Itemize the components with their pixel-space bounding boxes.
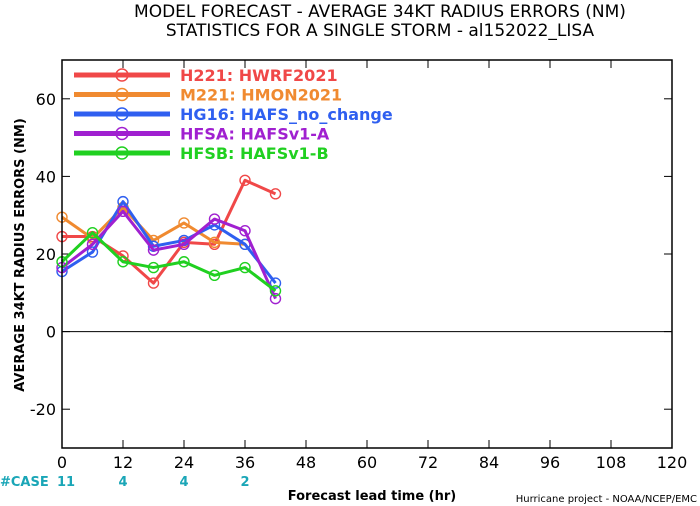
data-point	[239, 174, 251, 186]
y-tick-label: 20	[36, 245, 56, 264]
data-point	[178, 238, 190, 251]
legend-marker	[115, 68, 129, 82]
legend-label: HFSB: HAFSv1-B	[180, 144, 329, 163]
data-point	[208, 213, 221, 225]
x-tick-labels: 0 12 24 36 48 60 72 84 96 108 120	[57, 453, 687, 472]
legend-marker	[115, 126, 129, 141]
data-point	[269, 285, 282, 297]
data-point	[117, 256, 129, 268]
credit-text: Hurricane project - NOAA/NCEP/EMC	[516, 494, 697, 505]
case-count: 2	[240, 475, 249, 490]
x-tick-label: 96	[540, 453, 560, 472]
data-point	[117, 205, 129, 218]
y-tick-label: 0	[46, 323, 56, 342]
legend-label: H221: HWRF2021	[180, 66, 338, 85]
x-tick-label: 24	[174, 453, 194, 472]
x-tick-label: 48	[296, 453, 316, 472]
case-count: 4	[118, 475, 127, 490]
data-point	[86, 246, 99, 258]
chart-subtitle: STATISTICS FOR A SINGLE STORM - al152022…	[166, 21, 595, 41]
legend-label: M221: HMON2021	[180, 86, 342, 105]
legend-marker	[115, 107, 129, 121]
data-point	[86, 238, 99, 251]
series-line	[61, 209, 277, 300]
legend-marker	[115, 146, 129, 160]
data-point	[147, 277, 160, 289]
x-tick-label: 108	[596, 453, 627, 472]
x-tick-label: 120	[657, 453, 688, 472]
legend-entry: H221: HWRF2021	[74, 66, 338, 85]
case-count: 11	[57, 475, 75, 490]
case-label: #CASE	[0, 475, 49, 490]
series-group	[56, 174, 282, 305]
legend-entry: HG16: HAFS_no_change	[74, 105, 393, 124]
x-tick-label: 0	[57, 453, 67, 472]
legend-entry: HFSA: HAFSv1-A	[74, 125, 330, 144]
legend-label: HFSA: HAFSv1-A	[180, 125, 330, 144]
x-tick-label: 84	[479, 453, 499, 472]
case-count: 4	[179, 475, 188, 490]
legend-label: HG16: HAFS_no_change	[180, 105, 393, 124]
series-4	[56, 226, 282, 297]
plot-frame	[61, 59, 673, 449]
data-point	[208, 236, 221, 249]
legend-marker	[115, 87, 129, 102]
data-point	[269, 188, 282, 200]
x-tick-label: 36	[235, 453, 255, 472]
data-point	[239, 225, 251, 237]
x-tick-label: 72	[418, 453, 438, 472]
data-point	[269, 292, 282, 305]
x-tick-label: 12	[113, 453, 133, 472]
y-tick-label: -20	[30, 400, 56, 419]
data-point	[269, 277, 282, 289]
y-tick-label: 60	[36, 90, 56, 109]
data-point	[208, 269, 221, 282]
series-line	[61, 205, 246, 246]
data-point	[239, 261, 251, 274]
data-point	[178, 256, 190, 268]
case-counts: #CASE 11 4 4 2	[0, 475, 250, 490]
legend-entry: M221: HMON2021	[74, 86, 342, 105]
x-tick-label: 60	[357, 453, 377, 472]
data-point	[178, 217, 190, 229]
data-point	[86, 226, 99, 239]
series-1	[56, 201, 251, 251]
y-tick-label: 40	[36, 167, 56, 186]
x-axis-label: Forecast lead time (hr)	[288, 489, 456, 504]
y-axis-label: AVERAGE 34KT RADIUS ERRORS (NM)	[13, 118, 28, 392]
data-point	[147, 244, 160, 256]
data-point	[147, 261, 160, 274]
chart-title: MODEL FORECAST - AVERAGE 34KT RADIUS ERR…	[134, 2, 626, 22]
legend-entry: HFSB: HAFSv1-B	[74, 144, 329, 163]
y-tick-labels: -20 0 20 40 60	[30, 90, 56, 419]
